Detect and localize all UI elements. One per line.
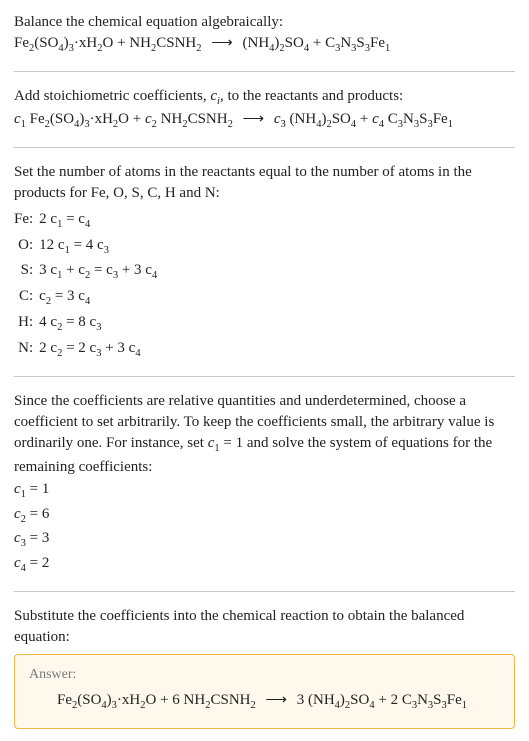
answer-title: Answer: xyxy=(29,665,500,685)
table-row: H:4 c2 = 8 c3 xyxy=(14,311,163,337)
table-row: Fe:2 c1 = c4 xyxy=(14,208,163,234)
answer-box: Answer: Fe2(SO4)3·xH2O + 6 NH2CSNH2 ⟶ 3 … xyxy=(14,654,515,729)
step3-text: Since the coefficients are relative quan… xyxy=(14,391,515,478)
divider xyxy=(14,591,515,592)
divider xyxy=(14,147,515,148)
divider xyxy=(14,71,515,72)
coefficient-list: c1 = 1 c2 = 6 c3 = 3 c4 = 2 xyxy=(14,479,515,577)
atom-balance-table: Fe:2 c1 = c4 O:12 c1 = 4 c3 S:3 c1 + c2 … xyxy=(14,208,163,362)
intro-text: Balance the chemical equation algebraica… xyxy=(14,12,515,33)
table-row: S:3 c1 + c2 = c3 + 3 c4 xyxy=(14,259,163,285)
step4-text: Substitute the coefficients into the che… xyxy=(14,606,515,648)
step2-text: Set the number of atoms in the reactants… xyxy=(14,162,515,204)
table-row: C:c2 = 3 c4 xyxy=(14,285,163,311)
divider xyxy=(14,376,515,377)
intro-equation: Fe2(SO4)3·xH2O + NH2CSNH2 ⟶ (NH4)2SO4 + … xyxy=(14,33,515,57)
answer-equation: Fe2(SO4)3·xH2O + 6 NH2CSNH2 ⟶ 3 (NH4)2SO… xyxy=(29,690,500,714)
step1-equation: c1 Fe2(SO4)3·xH2O + c2 NH2CSNH2 ⟶ c3 (NH… xyxy=(14,109,515,133)
step1-text: Add stoichiometric coefficients, ci, to … xyxy=(14,86,515,110)
table-row: N:2 c2 = 2 c3 + 3 c4 xyxy=(14,337,163,363)
table-row: O:12 c1 = 4 c3 xyxy=(14,234,163,260)
